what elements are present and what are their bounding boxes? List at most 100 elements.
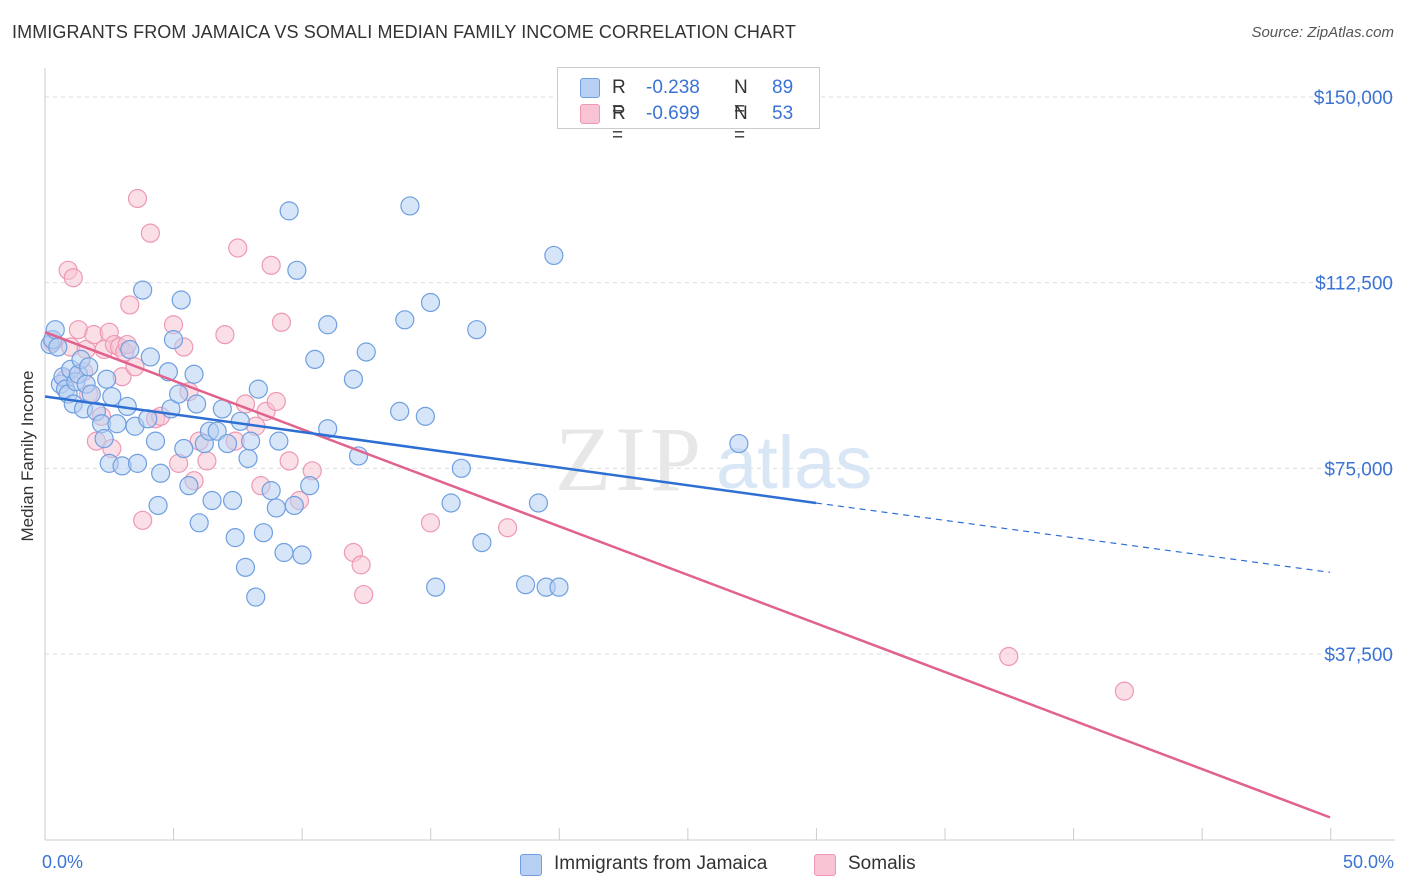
n-value: 89 <box>772 77 794 98</box>
jamaica-point <box>148 495 168 516</box>
watermark: ZIP atlas <box>555 408 872 510</box>
jamaica-point <box>390 401 410 421</box>
jamaica-point <box>300 476 320 496</box>
jamaica-point <box>274 542 294 563</box>
jamaica-point <box>171 290 191 310</box>
legend-label-somalis: Somalis <box>848 853 916 874</box>
jamaica-point <box>225 528 245 548</box>
somalis-point <box>120 295 140 315</box>
jamaica-trend-extension <box>815 502 1331 573</box>
jamaica-point <box>549 577 569 597</box>
jamaica-point <box>287 260 307 280</box>
jamaica-point <box>246 587 266 607</box>
somalis-point <box>140 223 160 243</box>
legend-swatch-somalis <box>580 104 600 124</box>
jamaica-point <box>94 429 114 449</box>
somalis-point <box>63 268 83 288</box>
jamaica-point <box>230 411 250 431</box>
n-value: 53 <box>772 103 794 124</box>
jamaica-point <box>102 386 122 407</box>
source-label: Source: ZipAtlas.com <box>1251 24 1394 41</box>
jamaica-point <box>279 201 299 221</box>
somalis-point <box>354 584 374 605</box>
jamaica-point <box>400 196 420 216</box>
legend-swatch-somalis <box>814 854 836 876</box>
jamaica-point <box>127 453 148 473</box>
jamaica-point <box>140 347 160 367</box>
jamaica-point <box>395 310 415 330</box>
x-tick-max: 50.0% <box>1342 852 1394 872</box>
jamaica-point <box>187 394 207 414</box>
jamaica-point <box>415 406 435 426</box>
somalis-point <box>133 510 153 530</box>
somalis-point <box>215 325 235 345</box>
jamaica-point <box>217 433 238 454</box>
r-label: R = <box>612 77 626 120</box>
jamaica-point <box>120 339 140 360</box>
chart-title: IMMIGRANTS FROM JAMAICA VS SOMALI MEDIAN… <box>12 22 796 42</box>
jamaica-point <box>467 320 487 340</box>
legend-swatch-jamaica <box>520 854 542 876</box>
somalis-point <box>1114 681 1135 701</box>
jamaica-point <box>451 458 471 478</box>
jamaica-point <box>356 342 376 362</box>
jamaica-point <box>184 364 204 384</box>
jamaica-point <box>202 490 222 511</box>
y-tick-label: $75,000 <box>1324 459 1393 480</box>
r-value: -0.699 <box>646 103 700 124</box>
jamaica-point <box>189 513 209 533</box>
jamaica-point <box>174 438 194 459</box>
jamaica-point <box>266 498 286 518</box>
somalis-point <box>261 255 281 275</box>
y-tick-label: $150,000 <box>1314 88 1393 109</box>
stats-legend: R = -0.238 N = 89 R = -0.699 N = 53 <box>557 67 820 146</box>
somalis-point <box>498 518 518 538</box>
y-tick-label: $37,500 <box>1324 645 1393 666</box>
r-label: R = <box>612 103 626 146</box>
jamaica-point <box>169 384 189 404</box>
jamaica-point <box>441 493 461 513</box>
jamaica-point <box>426 577 446 597</box>
jamaica-point <box>528 493 549 513</box>
legend-label-jamaica: Immigrants from Jamaica <box>554 853 768 874</box>
jamaica-point <box>163 330 184 350</box>
trend-lines <box>44 331 1331 819</box>
jamaica-point <box>235 557 256 577</box>
jamaica-points <box>40 196 749 607</box>
jamaica-point <box>207 421 227 441</box>
jamaica-point <box>253 523 274 543</box>
legend-swatch-jamaica <box>580 78 600 98</box>
jamaica-point <box>515 575 536 595</box>
watermark-zip: ZIP <box>555 408 705 510</box>
axes <box>44 68 1395 841</box>
somalis-point <box>127 188 148 209</box>
r-value: -0.238 <box>646 77 700 98</box>
somalis-point <box>999 646 1019 667</box>
jamaica-point <box>420 292 441 313</box>
jamaica-point <box>107 414 127 434</box>
somalis-point <box>228 238 248 258</box>
n-label: N = <box>734 103 748 146</box>
jamaica-point <box>145 431 166 451</box>
jamaica-point <box>343 369 363 389</box>
jamaica-point <box>79 357 99 377</box>
jamaica-point <box>133 280 153 300</box>
jamaica-point <box>472 532 492 553</box>
y-tick-label: $112,500 <box>1315 274 1393 295</box>
jamaica-point <box>284 495 304 516</box>
jamaica-point <box>544 245 564 266</box>
somalis-point <box>266 391 286 412</box>
x-tick-min: 0.0% <box>42 852 84 872</box>
jamaica-point <box>292 545 312 565</box>
jamaica-point <box>238 448 258 469</box>
jamaica-point <box>261 481 281 501</box>
somalis-point <box>279 451 299 471</box>
somalis-point <box>420 513 441 533</box>
jamaica-point <box>729 433 749 454</box>
somalis-point <box>351 555 371 575</box>
y-tick-labels: $37,500 $75,000 $112,500 $150,000 <box>1314 88 1393 666</box>
jamaica-point <box>305 349 325 370</box>
somalis-point <box>197 451 217 471</box>
jamaica-trend-line <box>44 395 817 505</box>
